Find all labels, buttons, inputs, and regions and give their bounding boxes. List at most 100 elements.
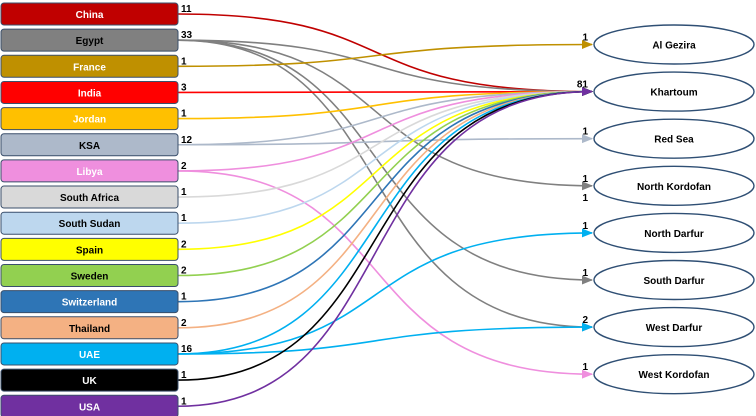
destination-ellipse <box>593 306 755 348</box>
destination-ellipse <box>593 71 755 112</box>
flow-uk-to-khartoum <box>177 87 594 381</box>
source-box <box>0 133 179 157</box>
flow-egypt-to-north-kordofan <box>177 39 594 191</box>
source-count: 1 <box>181 396 187 407</box>
destination-count: 1 <box>582 221 588 232</box>
source-label: Thailand <box>69 324 110 335</box>
source-label: Switzerland <box>62 298 118 309</box>
source-count: 1 <box>181 292 187 303</box>
source-box <box>0 28 179 52</box>
source-count: 1 <box>181 56 187 67</box>
source-node-libya: Libya 2 <box>0 159 187 183</box>
source-node-south-africa: South Africa 1 <box>0 185 187 209</box>
sources-layer: China11Egypt33France1India3Jordan1KSA12L… <box>0 2 193 416</box>
destination-count: 1 <box>582 174 588 185</box>
source-box <box>0 80 179 104</box>
flow-uae-to-west-darfur <box>177 322 594 355</box>
source-box <box>0 2 179 26</box>
destination-count: 1 <box>582 268 588 279</box>
flow-sweden-to-khartoum <box>177 87 594 277</box>
flow-thailand-to-khartoum <box>177 87 594 329</box>
source-count: 2 <box>181 266 187 277</box>
source-box <box>0 185 179 209</box>
source-box <box>0 211 179 235</box>
source-node-china: China 11 <box>0 2 192 26</box>
source-count: 33 <box>181 30 193 41</box>
source-box <box>0 290 179 314</box>
destination-label: Al Gezira <box>652 41 696 52</box>
source-box <box>0 264 179 287</box>
source-node-uk: UK 1 <box>0 368 187 392</box>
source-label: Libya <box>76 167 103 178</box>
source-label: UAE <box>79 350 100 361</box>
flow-egypt-to-south-darfur <box>177 39 594 285</box>
destination-node-al-gezira: Al Gezira 1 <box>582 24 755 65</box>
destination-label: West Darfur <box>646 323 703 334</box>
flow-usa-to-khartoum <box>177 87 594 408</box>
destination-ellipse <box>593 165 755 207</box>
source-count: 1 <box>181 213 187 224</box>
source-count: 1 <box>181 370 187 381</box>
source-count: 16 <box>181 344 193 355</box>
destination-ellipse <box>593 354 755 395</box>
destination-count: 1 <box>582 127 588 138</box>
destination-count: 2 <box>582 315 588 326</box>
source-box <box>0 107 179 131</box>
flow-south-sudan-to-khartoum <box>177 87 594 224</box>
source-count: 1 <box>181 109 187 120</box>
source-label: Jordan <box>73 115 106 126</box>
source-node-switzerland: Switzerland 1 <box>0 290 187 314</box>
source-label: India <box>78 88 102 99</box>
source-node-spain: Spain 2 <box>0 237 187 261</box>
destination-node-khartoum: Khartoum 81 <box>577 71 755 112</box>
source-node-usa: USA 1 <box>0 394 187 416</box>
source-node-south-sudan: South Sudan 1 <box>0 211 187 235</box>
source-count: 1 <box>181 187 187 198</box>
source-node-france: France 1 <box>0 54 187 78</box>
source-label: Sweden <box>71 272 109 283</box>
source-label: UK <box>82 376 97 387</box>
flows-layer <box>177 13 594 408</box>
source-count: 12 <box>181 135 193 146</box>
flow-ksa-to-khartoum <box>177 87 594 146</box>
flow-china-to-khartoum <box>177 13 594 97</box>
destination-node-south-darfur: South Darfur 1 <box>582 259 755 301</box>
flow-spain-to-khartoum <box>177 87 594 251</box>
source-count: 2 <box>181 318 187 329</box>
flow-south-africa-to-khartoum <box>177 87 594 198</box>
source-node-uae: UAE 16 <box>0 342 193 366</box>
flow-libya-to-west-kordofan <box>177 170 594 379</box>
source-count: 11 <box>181 4 192 15</box>
source-box <box>0 159 179 183</box>
destination-node-west-darfur: West Darfur 2 <box>582 306 755 348</box>
destination-node-north-kordofan: North Kordofan 1 1 <box>582 165 755 207</box>
source-node-sweden: Sweden 2 <box>0 264 187 287</box>
source-node-jordan: Jordan 1 <box>0 107 187 131</box>
destination-count-secondary: 1 <box>582 193 588 204</box>
source-label: South Africa <box>60 193 120 204</box>
destination-label: South Darfur <box>643 276 704 287</box>
source-node-egypt: Egypt 33 <box>0 28 193 52</box>
destination-count: 1 <box>582 362 588 373</box>
source-label: USA <box>79 402 100 413</box>
source-box <box>0 368 179 392</box>
flow-uae-to-khartoum <box>177 87 594 355</box>
source-node-thailand: Thailand 2 <box>0 316 187 340</box>
flow-india-to-khartoum <box>177 87 594 97</box>
flow-france-to-al-gezira <box>177 40 594 68</box>
destination-ellipse <box>593 259 755 301</box>
source-label: KSA <box>79 141 100 152</box>
source-label: China <box>76 10 104 21</box>
destination-label: West Kordofan <box>639 370 710 381</box>
flow-uae-to-north-darfur <box>177 228 594 355</box>
destination-node-north-darfur: North Darfur 1 <box>582 212 755 254</box>
source-box <box>0 342 179 366</box>
flow-ksa-to-red-sea <box>177 134 594 146</box>
destination-label: Khartoum <box>650 88 697 99</box>
flow-egypt-to-khartoum <box>177 39 594 97</box>
source-box <box>0 316 179 340</box>
source-node-ksa: KSA 12 <box>0 133 193 157</box>
flow-libya-to-khartoum <box>177 87 594 172</box>
